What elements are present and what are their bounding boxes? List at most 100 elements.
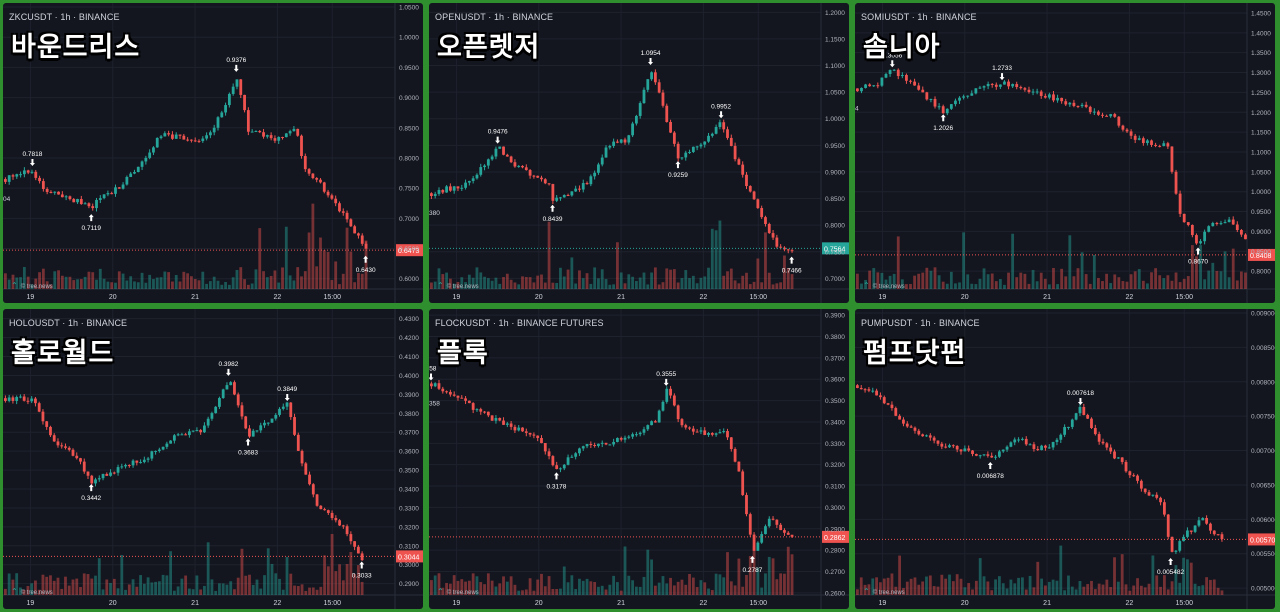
candle-body: [695, 431, 699, 433]
volume-bar: [498, 283, 502, 289]
candle-body: [892, 69, 896, 71]
candle-body: [879, 395, 882, 398]
volume-bar: [1174, 565, 1178, 595]
candle-body: [856, 88, 859, 92]
candle-body: [760, 534, 764, 543]
volume-bar: [1003, 284, 1006, 289]
candle-body: [634, 434, 638, 436]
candle-body: [1090, 418, 1093, 429]
volume-bar: [650, 559, 653, 595]
volume-bar: [581, 580, 585, 595]
candle-body: [966, 95, 970, 97]
candle-body: [248, 428, 251, 437]
korean-title: 오픈렛저: [437, 32, 541, 63]
volume-bar: [966, 274, 970, 289]
candle-body: [1105, 443, 1109, 448]
y-tick-label: 0.2700: [825, 569, 845, 576]
last-price-label: 0.8408: [1250, 253, 1272, 260]
volume-bar: [894, 586, 898, 595]
volume-bar: [665, 583, 669, 595]
candle-body: [265, 135, 269, 137]
volume-bar: [1082, 586, 1086, 595]
volume-bar: [1093, 589, 1097, 595]
volume-bar: [71, 579, 75, 595]
volume-bar: [929, 270, 933, 289]
annotation-label: 1.2026: [933, 125, 953, 132]
candle-body: [1174, 550, 1178, 552]
candle-body: [34, 171, 38, 178]
candle-body: [1205, 518, 1209, 524]
volume-bar: [536, 579, 540, 595]
volume-bar: [737, 558, 741, 595]
candle-body: [876, 85, 880, 87]
volume-bar: [197, 280, 201, 289]
candle-body: [775, 237, 779, 247]
volume-bar: [1036, 561, 1040, 595]
candle-body: [146, 458, 150, 460]
candle-body: [486, 411, 490, 416]
candle-body: [235, 79, 239, 87]
volume-bar: [970, 283, 974, 289]
candle-body: [1109, 114, 1113, 117]
x-tick-label: 15:00: [1176, 294, 1194, 301]
candle-body: [745, 174, 748, 187]
volume-bar: [627, 575, 631, 595]
volume-bar: [349, 552, 353, 595]
volume-bar: [722, 275, 726, 289]
left-edge-label: 380: [429, 210, 440, 217]
y-tick-label: 0.3500: [399, 468, 419, 475]
annotation-arrow: [245, 438, 251, 446]
candle-body: [490, 415, 494, 421]
volume-bar: [623, 283, 627, 289]
candle-body: [1158, 145, 1162, 147]
candle-body: [76, 199, 79, 203]
annotation-label: 0.6430: [356, 267, 376, 274]
volume-bar: [214, 590, 218, 595]
y-tick-label: 1.3000: [1251, 70, 1271, 77]
volume-bar: [676, 282, 680, 289]
volume-bar: [880, 272, 884, 289]
candle-body: [285, 402, 289, 407]
volume-bar: [703, 582, 707, 595]
volume-bar: [902, 588, 905, 595]
korean-title: 플록: [437, 338, 489, 369]
candle-body: [608, 444, 612, 446]
volume-bar: [498, 583, 502, 595]
volume-bar: [994, 281, 998, 289]
candle-body: [1139, 480, 1143, 489]
volume-bar: [1125, 281, 1129, 289]
volume-bar: [293, 585, 296, 595]
candle-body: [281, 406, 285, 409]
y-tick-label: 0.3600: [399, 449, 419, 456]
volume-bar: [1147, 583, 1151, 595]
volume-bar: [612, 575, 616, 595]
candle-body: [764, 526, 767, 535]
candle-body: [193, 140, 197, 142]
candle-body: [330, 195, 334, 199]
volume-bar: [1205, 577, 1209, 595]
annotation-label: 0.3683: [238, 449, 258, 456]
annotation-arrow: [648, 57, 654, 65]
volume-bar: [726, 552, 729, 595]
volume-bar: [710, 590, 714, 595]
volume-bar: [278, 578, 281, 595]
volume-bar: [879, 582, 882, 595]
candle-body: [456, 186, 460, 189]
volume-bar: [612, 284, 616, 289]
volume-bar: [509, 279, 513, 289]
candle-body: [1005, 446, 1009, 450]
volume-bar: [1017, 577, 1020, 595]
volume-bar: [1141, 280, 1145, 289]
candle-body: [502, 146, 505, 155]
candle-body: [733, 145, 737, 160]
candle-body: [994, 84, 998, 87]
candle-body: [1220, 534, 1224, 540]
volume-bar: [364, 240, 368, 289]
candle-body: [517, 427, 521, 431]
candle-body: [872, 85, 876, 87]
tree-news-icon: ⌃: [11, 281, 18, 290]
candle-body: [559, 197, 562, 199]
candle-body: [543, 179, 547, 184]
